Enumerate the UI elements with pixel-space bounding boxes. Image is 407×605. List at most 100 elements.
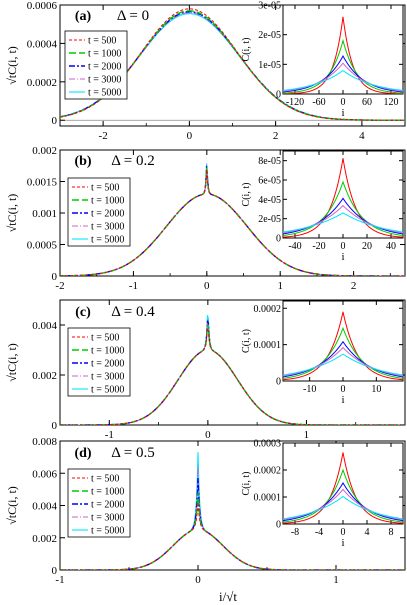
inset-x-tick-label: -40 xyxy=(288,241,301,252)
legend-entry: t = 5000 xyxy=(91,526,124,537)
panel-label: (d) xyxy=(74,446,91,461)
legend-entry: t = 3000 xyxy=(91,372,124,383)
inset-series-line-t5000 xyxy=(283,69,403,91)
inset-series-line-t2000 xyxy=(283,340,403,378)
panel-annotation: Δ = 0.5 xyxy=(111,445,155,461)
inset-series-line-t1000 xyxy=(283,180,403,237)
y-tick-label: 0 xyxy=(52,115,58,127)
legend-box xyxy=(67,177,131,247)
y-tick-label: 0.006 xyxy=(32,468,57,480)
legend-entry: t = 3000 xyxy=(88,75,121,86)
inset-x-tick-label: -20 xyxy=(312,241,325,252)
inset-series-line-t2000 xyxy=(283,481,403,522)
inset-series-line-t1000 xyxy=(283,326,403,379)
inset-y-tick-label: 0.0001 xyxy=(254,493,282,504)
inset-frame xyxy=(282,150,404,239)
legend-entry: t = 1000 xyxy=(91,346,124,357)
inset-x-tick-label: 20 xyxy=(362,241,372,252)
x-tick-label: 1 xyxy=(304,429,310,441)
legend: t = 500 t = 1000 t = 2000 t = 3000 t = 5000 xyxy=(67,468,131,538)
y-tick-label: 0.0004 xyxy=(27,38,58,50)
y-tick-label: 0.001 xyxy=(32,208,57,220)
inset-y-tick-label: 0.0003 xyxy=(254,439,282,450)
legend-entry: t = 1000 xyxy=(88,49,121,60)
inset-x-tick-label: 60 xyxy=(362,97,372,108)
inset-series-line-t500 xyxy=(283,452,403,524)
inset-y-tick-label: 2e-05 xyxy=(258,214,281,225)
inset-x-label: i xyxy=(341,394,344,406)
inset-y-tick-label: 0 xyxy=(276,520,281,531)
y-tick-label: 0.0002 xyxy=(27,77,57,89)
inset: -8 -4 0 4 8 0 0.0001 0.0002 0.0003 i C(i, t) xyxy=(241,439,404,549)
inset-series-group xyxy=(283,311,403,381)
inset: -10 0 10 0 0.0001 0.0002 i C(i, t) xyxy=(241,300,404,406)
x-tick-label: 0 xyxy=(204,280,210,292)
inset-y-label: C(i, t) xyxy=(241,38,252,62)
y-tick-label: 0.0006 xyxy=(27,0,58,12)
legend-entry: t = 2000 xyxy=(91,209,124,220)
inset-series-line-t2000 xyxy=(283,54,403,93)
inset-x-label: i xyxy=(341,537,344,549)
inset-x-tick-label: 0 xyxy=(341,97,346,108)
inset-x-label: i xyxy=(341,107,344,119)
series-line-t500 xyxy=(60,8,405,121)
inset-x-label: i xyxy=(341,251,344,263)
y-tick-label: 0.004 xyxy=(32,501,57,513)
y-tick-label: 0.0005 xyxy=(27,240,58,252)
legend-box xyxy=(67,327,131,397)
legend-box xyxy=(67,468,131,538)
panel-label: (b) xyxy=(74,154,91,169)
y-axis-label: √tC(i, t) xyxy=(5,46,19,85)
inset-y-tick-label: 4e-05 xyxy=(258,195,281,206)
x-tick-label: 2 xyxy=(273,130,279,142)
inset-y-tick-label: 0.0002 xyxy=(254,304,282,315)
x-tick-label: 2 xyxy=(351,280,357,292)
legend-entry: t = 5000 xyxy=(91,385,124,396)
legend-entry: t = 500 xyxy=(91,333,119,344)
inset-series-line-t500 xyxy=(283,16,403,94)
y-tick-label: 0.0015 xyxy=(27,177,58,189)
series-line-t500 xyxy=(60,502,405,570)
legend-entry: t = 2000 xyxy=(91,500,124,511)
x-tick-label: 0 xyxy=(187,130,193,142)
panel-annotation: Δ = 0.2 xyxy=(111,153,155,169)
x-tick-label: -2 xyxy=(55,280,64,292)
y-axis-label: √tC(i, t) xyxy=(5,486,19,525)
legend-entry: t = 500 xyxy=(91,474,119,485)
inset-x-tick-label: 4 xyxy=(365,527,370,538)
inset-y-label: C(i, t) xyxy=(241,329,252,353)
inset-y-label: C(i, t) xyxy=(241,183,252,207)
panel-label: (c) xyxy=(75,305,91,320)
inset-x-tick-label: 0 xyxy=(341,384,346,395)
y-tick-label: 0 xyxy=(52,271,58,283)
x-tick-label: 0 xyxy=(205,429,211,441)
series-group xyxy=(60,315,405,425)
x-tick-label: -1 xyxy=(55,574,64,586)
series-group xyxy=(60,452,405,570)
inset-y-tick-label: 0 xyxy=(276,234,281,245)
legend-entry: t = 500 xyxy=(88,36,116,47)
inset: -120 -60 0 60 120 0 1e-05 2e-05 3e-05 i C(i, t) xyxy=(241,1,404,119)
inset-x-tick-label: -60 xyxy=(312,97,325,108)
inset-x-tick-label: 8 xyxy=(389,527,394,538)
inset-x-tick-label: -120 xyxy=(286,97,304,108)
y-axis-label: √tC(i, t) xyxy=(5,343,19,382)
y-tick-label: 0.002 xyxy=(32,145,57,157)
legend: t = 500 t = 1000 t = 2000 t = 3000 t = 5000 xyxy=(64,30,128,100)
x-tick-label: 1 xyxy=(333,574,339,586)
panel-label: (a) xyxy=(75,9,92,24)
y-tick-label: 0.002 xyxy=(32,533,57,545)
inset-x-tick-label: 0 xyxy=(341,241,346,252)
legend-entry: t = 5000 xyxy=(91,235,124,246)
x-axis-label: i/√t xyxy=(219,589,237,604)
legend-entry: t = 3000 xyxy=(91,222,124,233)
inset-series-line-t500 xyxy=(283,158,403,238)
legend-entry: t = 2000 xyxy=(88,62,121,73)
inset-series-line-t5000 xyxy=(283,495,403,520)
y-tick-label: 0.008 xyxy=(32,436,57,448)
panel-annotation: Δ = 0.4 xyxy=(111,304,155,320)
inset-series-line-t5000 xyxy=(283,212,403,233)
